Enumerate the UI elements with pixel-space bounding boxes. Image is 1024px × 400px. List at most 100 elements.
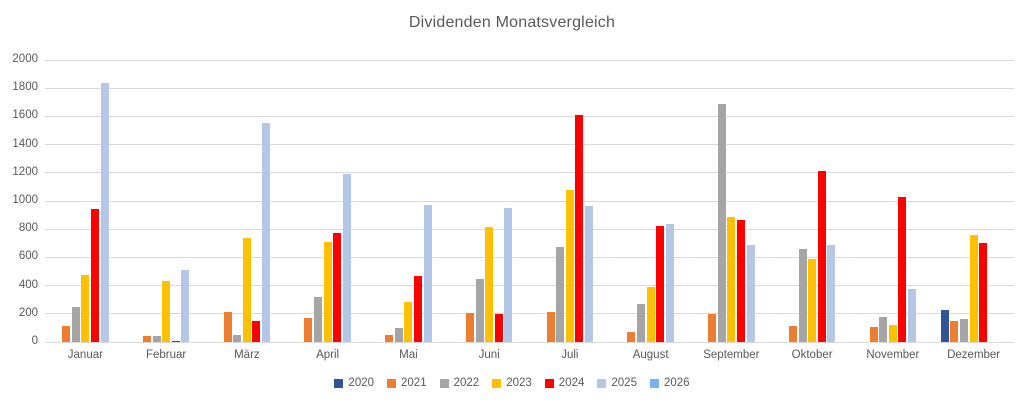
x-axis-label-februar: Februar [145,349,187,361]
legend-swatch-2024 [544,378,554,388]
x-axis-label-november: November [866,349,920,361]
legend-item-2023: 2023 [492,377,532,389]
y-axis-label-1800: 1800 [12,81,38,94]
bar-2021-september [708,313,717,342]
x-axis-label-august: August [632,349,669,361]
bar-2022-januar [71,306,80,342]
bar-2023-märz [242,237,251,342]
y-axis-label-800: 800 [18,222,38,235]
bar-2024-januar [90,208,99,342]
bar-2024-april [333,232,342,342]
bar-2022-märz [233,334,242,342]
bar-2021-februar [142,335,151,342]
bar-2021-november [869,327,878,342]
gridline-1800 [45,87,1014,89]
bar-2024-mai [413,275,422,342]
x-axis-label-januar: Januar [67,349,103,361]
bar-2023-mai [404,301,413,342]
bar-2024-februar [171,340,180,342]
gridline-0 [45,341,1014,343]
legend-swatch-2025 [597,378,607,388]
bar-2025-märz [262,123,271,342]
legend-swatch-2026 [649,378,659,388]
gridline-1000 [45,200,1014,202]
bar-2022-juni [475,279,484,342]
gridline-600 [45,256,1014,258]
legend-label-2024: 2024 [558,377,585,389]
bar-2024-oktober [817,171,826,342]
gridline-400 [45,285,1014,287]
bar-2021-juli [546,312,555,342]
bar-2025-juni [504,208,513,342]
bar-2021-oktober [788,326,797,342]
bar-2022-mai [394,327,403,342]
y-axis-label-1200: 1200 [12,165,38,178]
bar-2025-oktober [827,244,836,342]
legend-label-2021: 2021 [401,377,427,389]
gridline-2000 [45,59,1014,61]
legend-swatch-2022 [439,378,449,388]
legend-label-2023: 2023 [506,377,532,389]
x-axis-label-dezember: Dezember [947,349,1001,361]
bar-2025-november [908,289,917,342]
gridline-1200 [45,172,1014,174]
legend-label-2025: 2025 [611,377,637,389]
bar-2024-september [736,220,745,342]
gridline-1600 [45,115,1014,117]
bar-2023-april [323,241,332,342]
y-axis-label-600: 600 [18,250,38,263]
bar-2021-august [627,332,636,342]
chart-title: Dividenden Monatsvergleich [408,14,616,31]
bar-2022-august [637,303,646,342]
y-axis-label-200: 200 [18,306,38,319]
bar-2022-dezember [960,318,969,342]
bar-2022-oktober [798,248,807,342]
legend-item-2021: 2021 [387,377,427,389]
y-axis-label-400: 400 [18,278,38,291]
bar-2023-dezember [969,234,978,342]
bar-2024-august [656,226,665,342]
x-axis-label-mai: Mai [399,349,418,361]
x-axis-label-april: April [316,349,340,361]
gridline-1400 [45,144,1014,146]
bar-2025-mai [423,204,432,342]
bar-2023-februar [162,281,171,342]
bar-2024-juni [494,313,503,342]
gridline-200 [45,313,1014,315]
bar-2023-august [646,287,655,342]
bar-2021-januar [62,326,71,342]
x-axis-label-september: September [703,349,760,361]
legend-label-2022: 2022 [453,377,480,389]
bar-2023-september [727,216,736,342]
x-axis-label-juli: Juli [561,349,579,361]
y-axis-label-1600: 1600 [12,109,38,122]
bar-2025-februar [181,270,190,342]
bar-2025-juli [585,205,594,342]
bar-2023-juli [565,189,574,342]
gridline-800 [45,228,1014,230]
bar-2021-mai [385,334,394,342]
bar-2022-september [717,103,726,342]
bar-2023-november [888,325,897,342]
y-axis-label-1400: 1400 [12,137,38,150]
bar-2021-dezember [950,320,959,342]
legend-swatch-2021 [387,378,397,388]
x-axis-label-juni: Juni [478,349,500,361]
bar-2022-februar [152,336,161,342]
bar-2023-januar [81,275,90,342]
bar-2021-april [304,318,313,342]
bar-2025-september [746,244,755,342]
bar-2021-märz [223,312,232,342]
legend-item-2022: 2022 [439,377,480,389]
legend-item-2025: 2025 [597,377,637,389]
legend-swatch-2020 [334,378,344,388]
bar-2024-dezember [979,243,988,342]
y-axis-label-0: 0 [31,335,38,347]
bar-2023-juni [485,227,494,342]
x-axis-label-oktober: Oktober [791,349,833,361]
bar-2022-april [314,296,323,342]
bar-2025-januar [100,82,109,342]
bar-2025-august [665,223,674,342]
